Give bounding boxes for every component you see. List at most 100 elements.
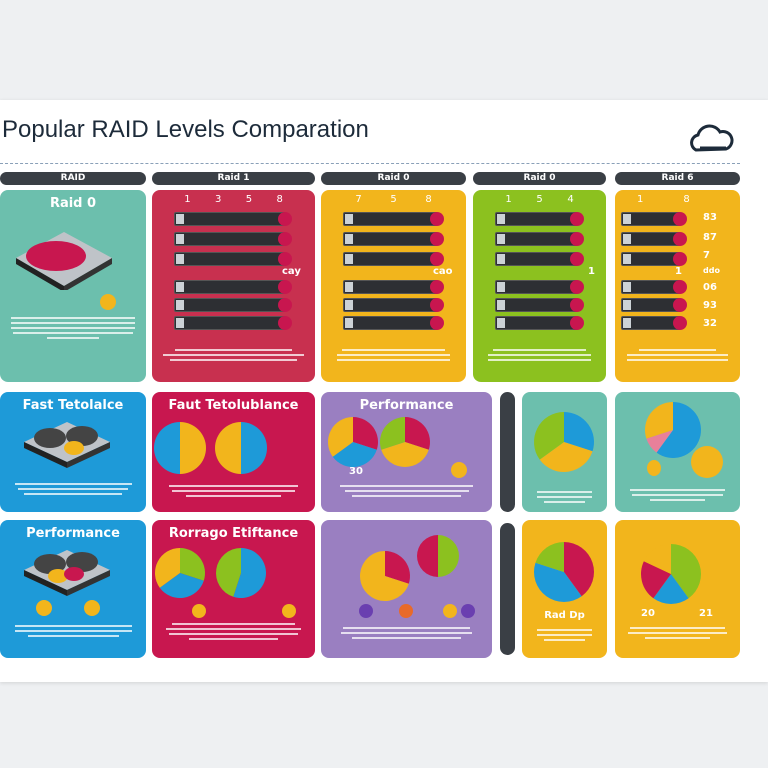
pie-slice <box>381 442 429 467</box>
card-chart-c: Rad Dp <box>522 520 607 658</box>
drive-led-icon <box>673 298 687 312</box>
value-label: 20 <box>641 608 655 619</box>
pie-slice <box>535 542 564 572</box>
pie-slice <box>385 551 410 584</box>
drive-bay <box>621 316 687 330</box>
scroll-divider <box>500 523 515 655</box>
drive-bay <box>621 280 687 294</box>
value-label: 93 <box>703 300 717 311</box>
hard-drive-icon <box>24 550 110 596</box>
pie-slice <box>564 412 594 452</box>
pie-slice <box>233 548 266 598</box>
description-text <box>530 488 599 506</box>
drive-led-icon <box>278 212 292 226</box>
pie-slice <box>216 548 241 597</box>
column-header-raid-0-a: Raid 0 <box>321 172 466 185</box>
value-label: ddo <box>703 266 720 275</box>
drive-bay <box>621 298 687 312</box>
pie-slice <box>332 442 377 467</box>
drive-bay <box>495 212 584 226</box>
drive-bay <box>174 212 292 226</box>
description-text <box>8 314 138 342</box>
drive-led-icon <box>278 298 292 312</box>
pie-slice <box>180 422 206 474</box>
drive-bay <box>174 298 292 312</box>
coin-icon <box>451 462 467 478</box>
card-title: Rorrago Etiftance <box>168 526 299 541</box>
drive-led-icon <box>673 212 687 226</box>
pie-slice <box>159 573 204 598</box>
pie-slice <box>534 412 564 460</box>
drive-led-icon <box>430 232 444 246</box>
description-text <box>623 624 732 642</box>
coin-icon <box>192 604 206 618</box>
drive-bay <box>621 232 687 246</box>
column-header-raid-6: Raid 6 <box>615 172 740 185</box>
drive-led-icon <box>673 316 687 330</box>
description-text <box>329 482 484 500</box>
value-label: 32 <box>703 318 717 329</box>
drive-led-icon <box>430 298 444 312</box>
pie-chart-illustration <box>641 544 701 604</box>
drive-led-icon <box>430 280 444 294</box>
cloud-icon <box>690 124 734 152</box>
coin-icon <box>359 604 373 618</box>
card-title: Performance <box>26 526 120 541</box>
drive-led-icon <box>278 316 292 330</box>
pie-slice <box>180 548 205 581</box>
column-header-raid: RAID <box>0 172 146 185</box>
description-text <box>160 482 307 500</box>
pie-chart-illustration <box>534 542 594 602</box>
drive-bay <box>495 298 584 312</box>
drive-tag: cay <box>282 266 301 277</box>
drive-tag: cao <box>433 266 453 277</box>
drive-led-icon <box>673 232 687 246</box>
drive-led-icon <box>570 252 584 266</box>
column-header-raid-1: Raid 1 <box>152 172 315 185</box>
coin-icon <box>399 604 413 618</box>
drive-led-icon <box>430 316 444 330</box>
description-text <box>329 624 484 642</box>
drive-bay <box>174 232 292 246</box>
hard-drive-icon <box>16 232 112 290</box>
card-title: Raid 0 <box>49 196 97 211</box>
hard-drive-icon <box>24 422 110 468</box>
coin-icon <box>282 604 296 618</box>
card-chart-d: 20 21 <box>615 520 740 658</box>
divider <box>0 163 740 164</box>
drive-bay <box>495 280 584 294</box>
card-raid0: Raid 0 <box>0 190 146 382</box>
pie-slice <box>438 535 459 577</box>
description-text <box>481 346 598 364</box>
drive-led-icon <box>278 232 292 246</box>
pie-chart-illustration <box>645 402 723 478</box>
card-title: Fast Tetolalce <box>22 398 124 413</box>
drive-bay <box>495 252 584 266</box>
pie-slice <box>155 548 180 588</box>
pie-slice <box>360 551 409 601</box>
scroll-divider <box>500 392 515 512</box>
description-text <box>329 346 458 364</box>
description-text <box>8 622 138 640</box>
page-title: Popular RAID Levels Comparation <box>2 116 369 143</box>
column-header-raid-0-b: Raid 0 <box>473 172 606 185</box>
value-label: 7 <box>703 250 710 261</box>
drive-bay <box>343 232 444 246</box>
drive-led-icon <box>570 280 584 294</box>
pie-chart-illustration <box>534 412 594 472</box>
value-label: 21 <box>699 608 713 619</box>
drive-led-icon <box>673 252 687 266</box>
coin-icon <box>647 460 661 476</box>
description-text <box>623 486 732 504</box>
drive-bay <box>343 212 444 226</box>
card-storage-efficiency: Rorrago Etiftance <box>152 520 315 658</box>
drive-led-icon <box>673 280 687 294</box>
pie-slice <box>534 562 582 602</box>
value-label: 06 <box>703 282 717 293</box>
pie-slice <box>671 544 701 599</box>
pie-slice <box>417 535 438 577</box>
